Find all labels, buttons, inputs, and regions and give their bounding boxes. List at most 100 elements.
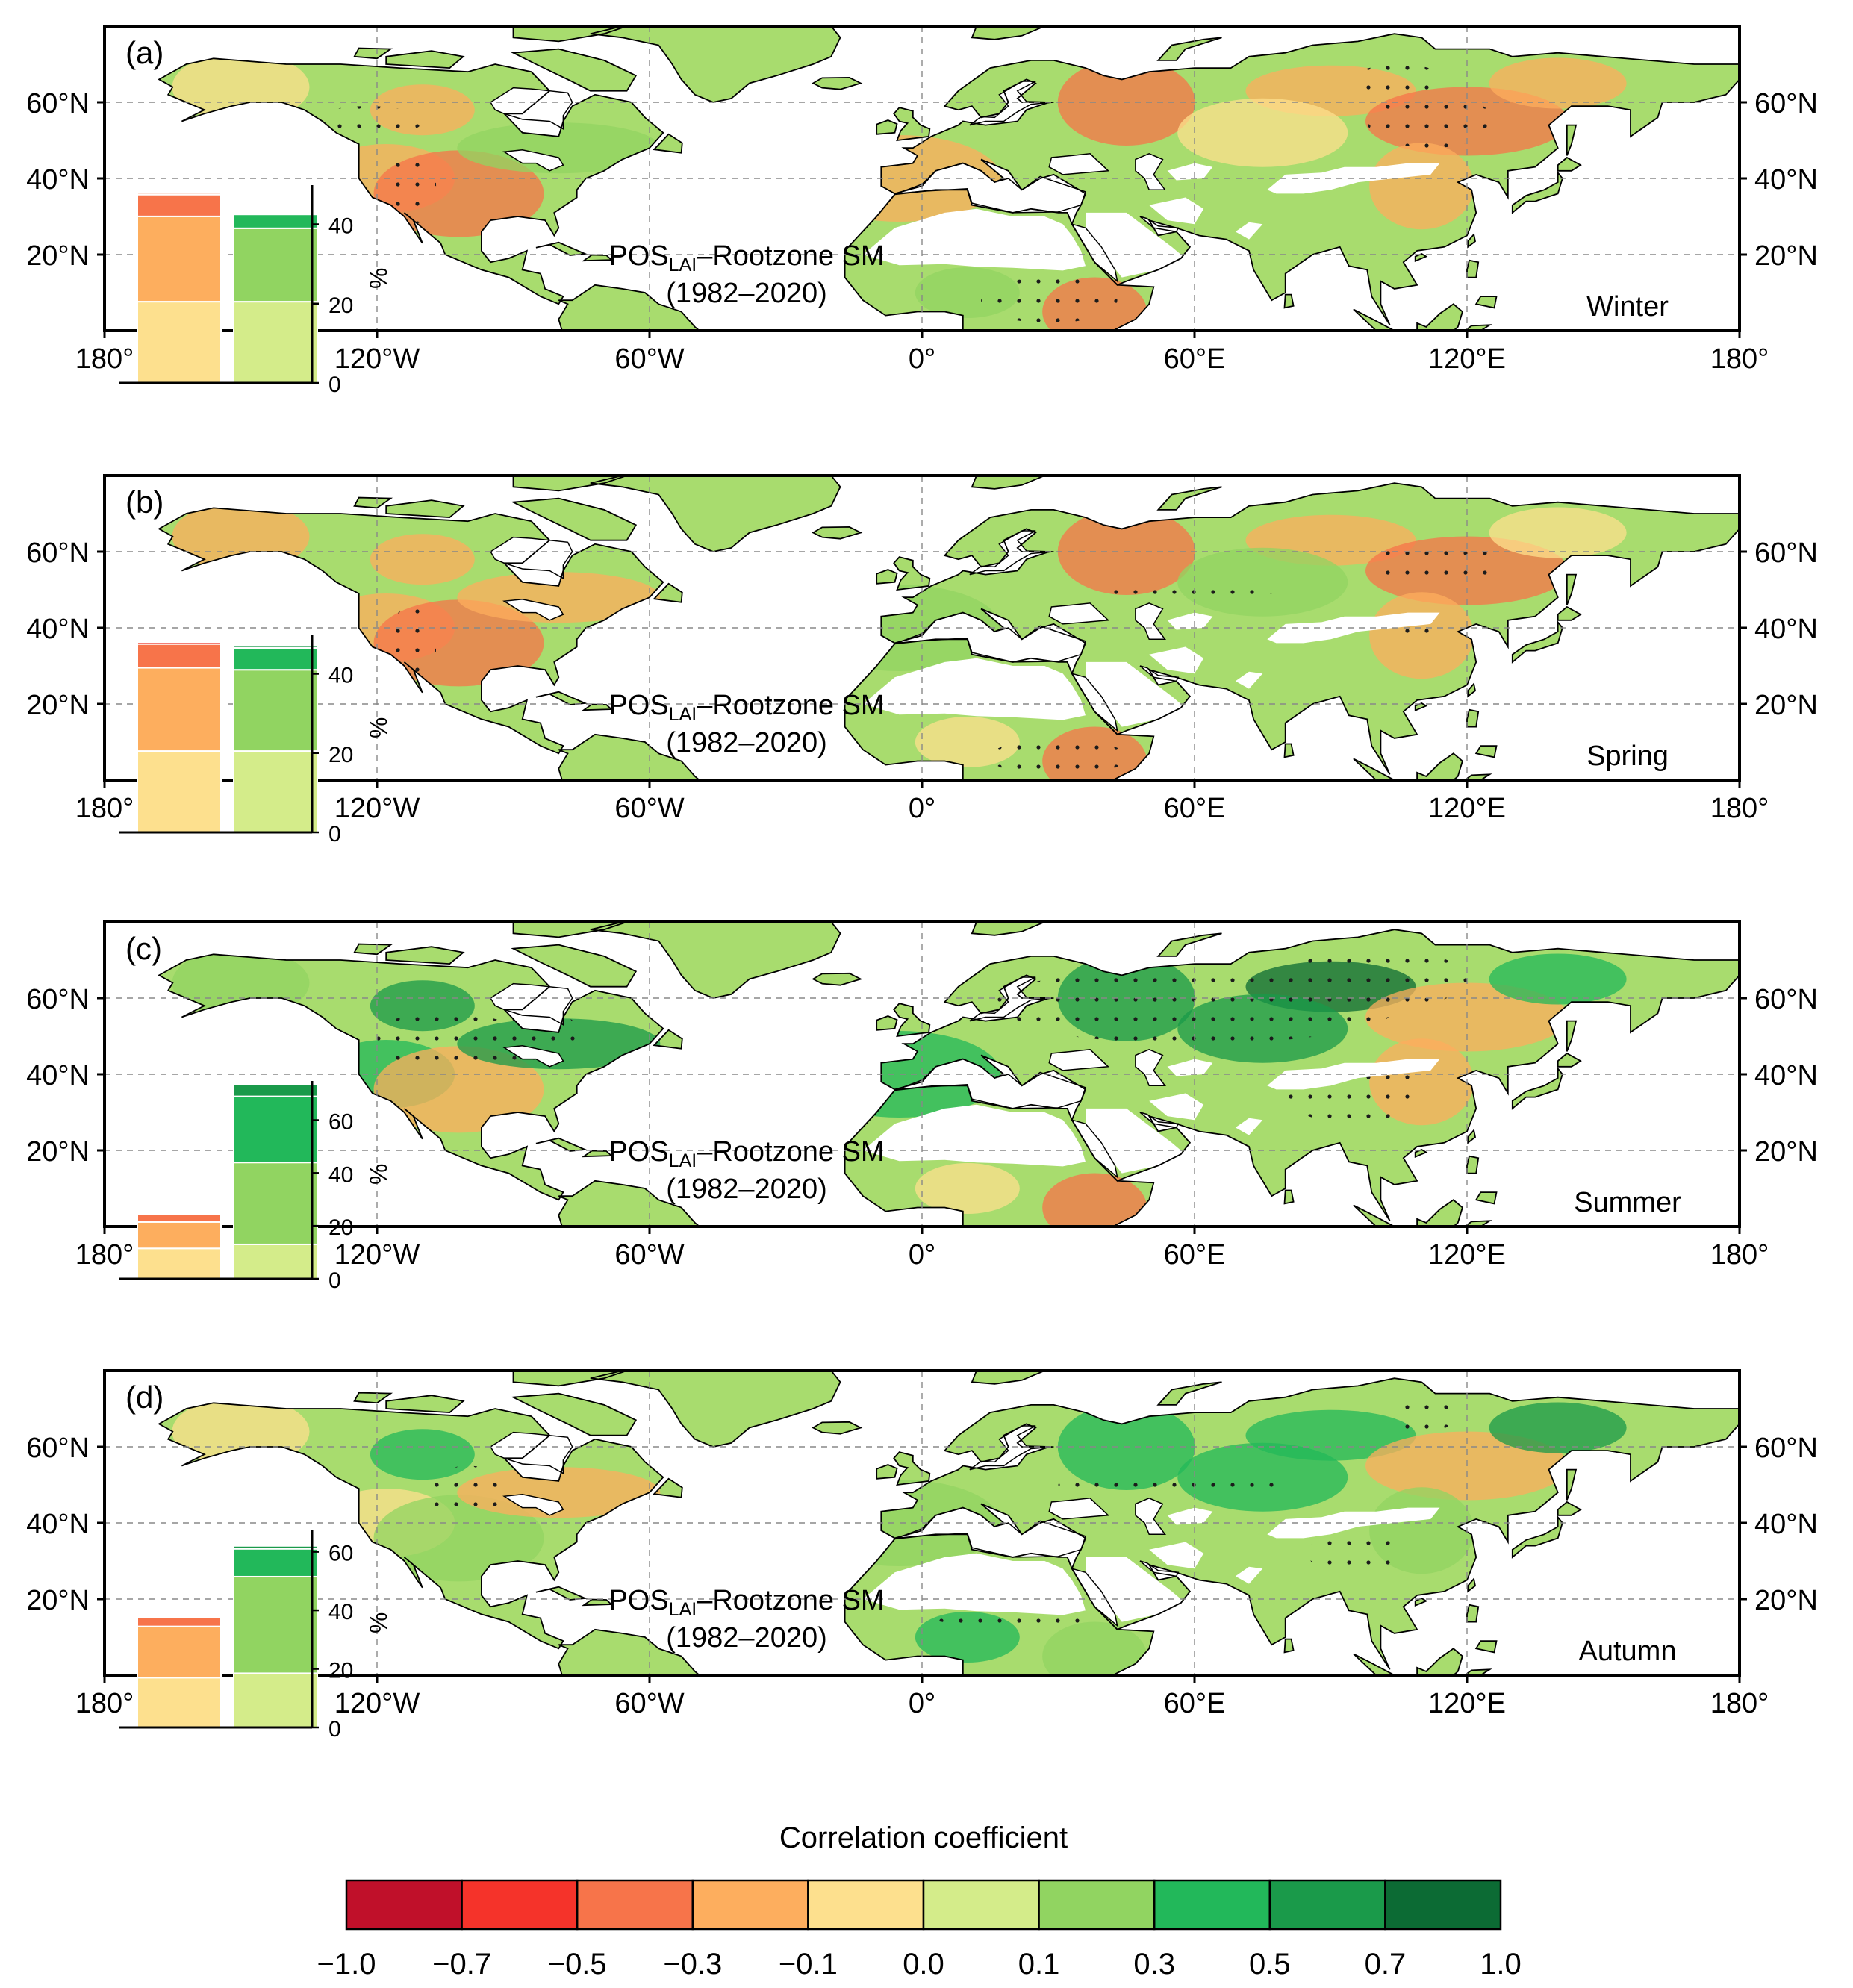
map-panel-c: 20°N 20°N 40°N 40°N 60°N 60°N 180° 120°W 60°W 0° 6… xyxy=(26,920,1818,1293)
graticule xyxy=(105,476,1740,780)
positive-bar-segment xyxy=(233,669,318,752)
positive-bar-segment xyxy=(233,1162,318,1245)
variable-label: POSLAI–Rootzone SM xyxy=(608,690,884,725)
colorbar-tick-label: 0.3 xyxy=(1133,1948,1175,1981)
lon-label: 0° xyxy=(909,1239,935,1271)
inset-tick-label: 0 xyxy=(328,1268,341,1293)
variable-label: POSLAI–Rootzone SM xyxy=(608,1136,884,1171)
season-label: Summer xyxy=(1574,1187,1681,1218)
lon-label: 0° xyxy=(909,793,935,824)
significance-stipple xyxy=(390,148,437,225)
period-label: (1982–2020) xyxy=(666,727,827,758)
lon-label: 180° xyxy=(75,1239,134,1271)
colorbar-swatch xyxy=(345,1879,463,1931)
positive-bar-segment xyxy=(233,1083,318,1097)
colorbar-swatch xyxy=(1384,1879,1502,1931)
inset-bar-chart: 0 20 40% xyxy=(119,635,392,847)
inset-tick-label: 40 xyxy=(328,214,353,239)
lon-label: 0° xyxy=(909,1688,935,1719)
inset-tick-label: 40 xyxy=(328,1600,353,1624)
panel-label: (a) xyxy=(125,35,164,70)
period-label: (1982–2020) xyxy=(666,1174,827,1205)
positive-bar-segment xyxy=(233,1672,318,1729)
graticule xyxy=(105,26,1740,331)
lon-label: 180° xyxy=(75,1688,134,1719)
season-label: Autumn xyxy=(1579,1636,1677,1667)
negative-bar-segment xyxy=(137,643,222,669)
lon-label: 180° xyxy=(1710,1688,1769,1719)
inset-tick-label: 20 xyxy=(328,743,353,767)
colorbar-title: Correlation coefficient xyxy=(779,1822,1068,1854)
positive-bar-segment xyxy=(233,301,318,384)
lon-label: 120°W xyxy=(334,343,420,375)
colorbar-tick-label: −0.3 xyxy=(663,1948,722,1981)
significance-stipple xyxy=(1094,585,1277,609)
significance-stipple xyxy=(1308,1530,1399,1577)
significance-stipple xyxy=(313,106,423,137)
colorbar-tick-label: 0.7 xyxy=(1365,1948,1407,1981)
lon-label: 120°E xyxy=(1428,343,1506,375)
lon-label: 120°W xyxy=(334,1688,420,1719)
lon-label: 60°W xyxy=(614,343,684,375)
negative-bar-segment xyxy=(137,1247,222,1280)
lat-label-right: 20°N xyxy=(1754,1136,1818,1168)
inset-tick-label: 60 xyxy=(328,1542,353,1566)
colorbar-tick-label: 1.0 xyxy=(1480,1948,1522,1981)
period-label: (1982–2020) xyxy=(666,278,827,309)
lat-label-right: 40°N xyxy=(1754,614,1818,645)
lat-label-left: 20°N xyxy=(26,240,90,272)
colorbar-swatch xyxy=(922,1879,1040,1931)
colorbar-swatch xyxy=(1038,1879,1156,1931)
lat-label-left: 60°N xyxy=(26,1433,90,1464)
panel-label: (b) xyxy=(125,484,164,520)
lat-label-left: 60°N xyxy=(26,88,90,119)
inset-tick-label: 40 xyxy=(328,664,353,688)
inset-unit-label: % xyxy=(365,717,392,738)
inset-tick-label: 0 xyxy=(328,822,341,847)
lon-label: 180° xyxy=(1710,343,1769,375)
negative-bar-segment xyxy=(137,1221,222,1250)
positive-bar-segment xyxy=(233,227,318,303)
lon-label: 180° xyxy=(75,793,134,824)
inset-tick-label: 20 xyxy=(328,293,353,318)
colorbar: Correlation coefficient −1.0 −0.7 −0.5 −0.3 −… xyxy=(317,1822,1522,1981)
graticule xyxy=(105,922,1740,1227)
coastlines xyxy=(158,476,1740,780)
inset-unit-label: % xyxy=(365,1164,392,1185)
negative-bar-segment xyxy=(137,1625,222,1679)
lon-label: 120°E xyxy=(1428,1239,1506,1271)
lat-label-left: 40°N xyxy=(26,1509,90,1540)
lon-label: 60°W xyxy=(614,793,684,824)
lat-label-right: 60°N xyxy=(1754,537,1818,569)
inset-bar-chart: 0 20 40% xyxy=(119,185,392,397)
significance-stipple xyxy=(1353,64,1445,95)
colorbar-swatch xyxy=(807,1879,925,1931)
panel-label: (c) xyxy=(125,931,162,966)
negative-bar-segment xyxy=(137,193,222,217)
lat-label-right: 60°N xyxy=(1754,984,1818,1015)
lat-label-left: 60°N xyxy=(26,537,90,569)
negative-bar-segment xyxy=(137,301,222,384)
positive-bar-segment xyxy=(233,750,318,833)
lon-label: 60°E xyxy=(1164,1239,1226,1271)
lat-label-left: 40°N xyxy=(26,614,90,645)
positive-bar-segment xyxy=(233,645,318,649)
lat-label-right: 40°N xyxy=(1754,1060,1818,1091)
colorbar-tick-label: 0.1 xyxy=(1018,1948,1060,1981)
lat-label-left: 40°N xyxy=(26,1060,90,1091)
panel-label: (d) xyxy=(125,1380,164,1415)
colorbar-tick-label: 0.5 xyxy=(1249,1948,1291,1981)
lat-label-right: 40°N xyxy=(1754,164,1818,196)
significance-stipple xyxy=(981,277,1118,323)
colorbar-tick-label: −0.7 xyxy=(432,1948,491,1981)
significance-stipple xyxy=(1385,1400,1458,1432)
significance-stipple xyxy=(363,1013,527,1067)
inset-tick-label: 20 xyxy=(328,1215,353,1240)
lat-label-right: 60°N xyxy=(1754,88,1818,119)
colorbar-swatch xyxy=(461,1879,579,1931)
significance-stipple xyxy=(990,738,1127,776)
lat-label-left: 40°N xyxy=(26,164,90,196)
map-panel-d: 20°N 20°N 40°N 40°N 60°N 60°N 180° 120°W 60°W 0° 6… xyxy=(26,1369,1818,1742)
inset-bar-chart: 0 20 40 60% xyxy=(119,1530,392,1742)
